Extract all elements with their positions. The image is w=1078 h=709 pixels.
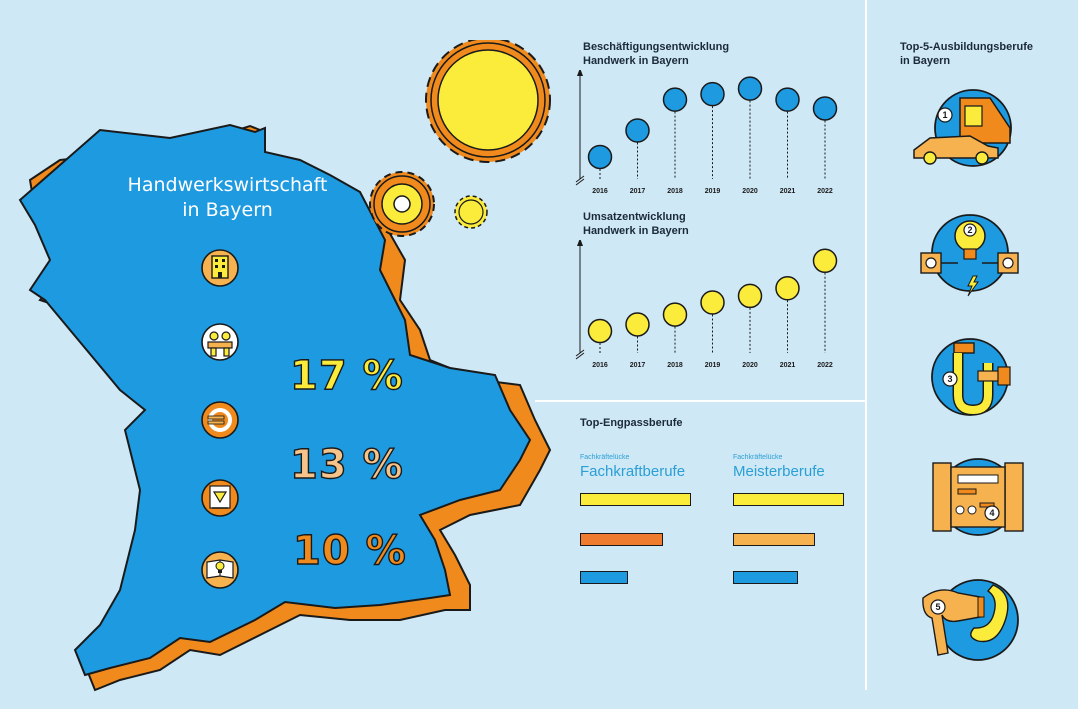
employment-chart-title: Beschäftigungsentwicklung Handwerk in Ba… (583, 40, 729, 68)
bavaria-map (18, 123, 552, 692)
rank-3: 3 (947, 374, 952, 384)
tick-label-2018: 2018 (667, 188, 683, 195)
hairdryer-icon: 5 (922, 579, 1019, 661)
tick-label-2018: 2018 (667, 362, 683, 369)
small-gear (454, 195, 488, 229)
map-title: Handwerkswirtschaft in Bayern (95, 173, 360, 223)
tick-label-2016: 2016 (592, 362, 608, 369)
map-title-line2: in Bayern (182, 199, 273, 221)
tick-label-2022: 2022 (817, 362, 833, 369)
tick-label-2017: 2017 (630, 362, 646, 369)
map-shape (18, 123, 532, 677)
toolbox-icon: 4 (932, 458, 1024, 536)
tick-label-2022: 2022 (817, 188, 833, 195)
training-title: Top-5-Ausbildungsberufe in Bayern (900, 40, 1033, 68)
revenue-title-line2: Handwerk in Bayern (583, 225, 689, 237)
shortage-title: Top-Engpassberufe (580, 417, 683, 429)
rank-2: 2 (967, 225, 972, 235)
euro-icon (201, 401, 239, 439)
bar-meister-1 (733, 493, 844, 506)
revenue-chart: 2016 2017 2018 2019 2020 2021 2022 (575, 240, 838, 369)
percent-17: 17 % (289, 352, 404, 399)
lightbulb-socket-icon: 2 (920, 214, 1019, 297)
building-icon (201, 249, 239, 287)
point-2016 (587, 144, 613, 170)
axis-break (575, 178, 585, 186)
point-2021 (775, 275, 800, 301)
col1-small-label: Fachkräftelücke (580, 454, 630, 461)
tick-label-2021: 2021 (780, 362, 796, 369)
bar-fachkraft-1 (580, 493, 691, 506)
col2-label: Meisterberufe (733, 463, 825, 480)
employment-title-line2: Handwerk in Bayern (583, 55, 689, 67)
workers-icon (201, 323, 239, 361)
percent-13: 13 % (289, 441, 404, 488)
point-2022 (812, 248, 838, 274)
point-2017 (625, 312, 650, 337)
point-2018 (662, 302, 688, 327)
tick-label-2019: 2019 (705, 362, 721, 369)
axis-break (575, 175, 585, 183)
medium-gear (369, 171, 435, 237)
y-axis-arrow (577, 70, 583, 76)
divider-right (865, 0, 867, 690)
col2-small-label: Fachkräftelücke (733, 454, 783, 461)
tick-label-2021: 2021 (780, 188, 796, 195)
point-2020 (737, 283, 763, 309)
point-2021 (775, 87, 800, 112)
training-title-line1: Top-5-Ausbildungsberufe (900, 41, 1034, 53)
training-title-line2: in Bayern (900, 55, 951, 67)
book-lightbulb-icon (201, 551, 239, 589)
car-icon: 1 (913, 89, 1012, 167)
bar-fachkraft-2 (580, 533, 663, 546)
employment-chart: 2016 2017 2018 2019 2020 2021 2022 (575, 70, 838, 195)
revenue-title-line1: Umsatzentwicklung (583, 211, 686, 223)
point-2016 (587, 318, 613, 344)
tick-label-2017: 2017 (630, 188, 646, 195)
bar-meister-3 (733, 571, 798, 584)
bar-fachkraft-3 (580, 571, 628, 584)
tick-label-2020: 2020 (742, 188, 758, 195)
large-gear (425, 40, 551, 163)
point-2022 (812, 96, 838, 121)
axis-break (575, 349, 585, 357)
tick-label-2019: 2019 (705, 188, 721, 195)
rank-4: 4 (989, 508, 994, 518)
point-2019 (700, 290, 725, 315)
gears-illustration (369, 40, 551, 237)
bar-meister-2 (733, 533, 815, 546)
revenue-chart-title: Umsatzentwicklung Handwerk in Bayern (583, 210, 689, 238)
percent-10: 10 % (292, 527, 407, 574)
col1-label: Fachkraftberufe (580, 463, 686, 480)
divider-middle (535, 400, 865, 402)
tick-label-2020: 2020 (742, 362, 758, 369)
point-2020 (737, 76, 763, 101)
pipe-wrench-icon: 3 (931, 338, 1011, 416)
rank-5: 5 (935, 602, 940, 612)
rank-1: 1 (942, 110, 947, 120)
tick-label-2016: 2016 (592, 188, 608, 195)
axis-break (575, 352, 585, 360)
employment-title-line1: Beschäftigungsentwicklung (583, 41, 730, 53)
point-2019 (700, 81, 725, 107)
download-arrow-icon (201, 479, 239, 517)
point-2018 (662, 87, 688, 112)
map-title-line1: Handwerkswirtschaft (127, 174, 328, 196)
y-axis-arrow (577, 240, 583, 246)
point-2017 (625, 118, 650, 143)
